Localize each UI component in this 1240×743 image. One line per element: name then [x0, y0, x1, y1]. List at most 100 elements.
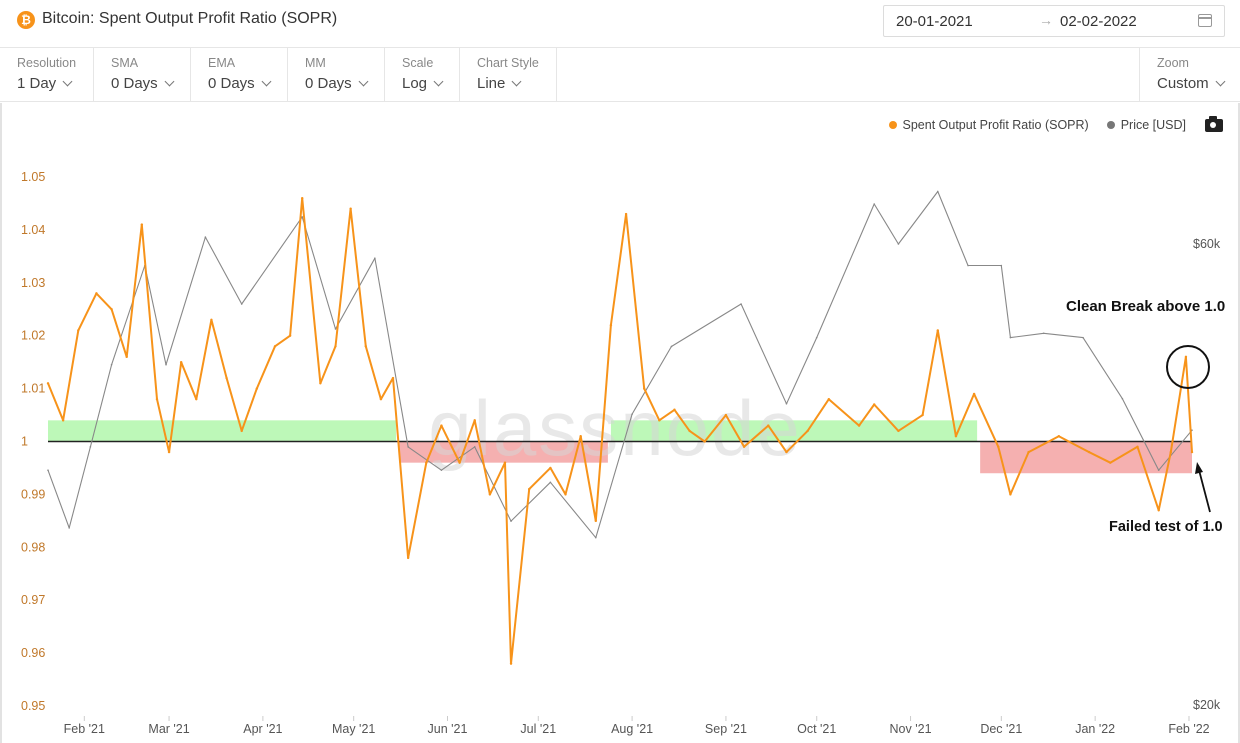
sopr-point — [1027, 450, 1030, 454]
zone-red-3 — [980, 441, 1192, 474]
y-tick-label: 0.95 — [21, 699, 45, 713]
sopr-point — [273, 345, 277, 348]
price-point — [374, 257, 376, 260]
annotation-layer — [1166, 345, 1211, 513]
price-point — [631, 413, 633, 415]
sopr-point — [406, 556, 410, 560]
price-point — [1009, 336, 1012, 339]
date-range-picker[interactable]: 20-01-2021 → 02-02-2022 — [883, 5, 1225, 37]
price-point — [165, 363, 167, 366]
sopr-point — [473, 419, 476, 422]
price-line — [47, 190, 1193, 539]
sopr-point — [425, 461, 428, 464]
chart-style-label: Chart Style — [477, 56, 539, 70]
sopr-point — [1009, 493, 1012, 496]
price-point — [897, 243, 900, 245]
sopr-point — [873, 403, 876, 406]
sma-value[interactable]: 0 Days — [111, 75, 175, 92]
price-point — [967, 264, 969, 267]
sopr-point — [579, 435, 582, 438]
ema-value[interactable]: 0 Days — [208, 75, 272, 92]
x-tick-label: Oct '21 — [797, 722, 836, 736]
sopr-point — [319, 382, 322, 385]
sopr-point — [155, 397, 159, 401]
sma-value-text: 0 Days — [111, 75, 158, 92]
price-point — [1000, 264, 1003, 267]
sopr-point — [125, 355, 128, 359]
zoom-value[interactable]: Custom — [1157, 75, 1226, 92]
sopr-point — [658, 419, 661, 422]
annotation-arrow — [1198, 469, 1211, 513]
sopr-point — [1190, 450, 1194, 454]
x-tick-label: Jun '21 — [428, 722, 468, 736]
resolution-value[interactable]: 1 Day — [17, 75, 73, 92]
price-point — [549, 481, 552, 484]
zoom-label: Zoom — [1157, 56, 1189, 70]
arrow-right-icon: → — [1039, 12, 1053, 28]
price-point — [240, 303, 243, 305]
sopr-line — [47, 197, 1193, 665]
sopr-point — [806, 429, 809, 433]
sopr-point — [528, 487, 531, 491]
sopr-point — [288, 334, 292, 337]
y-tick-label: 1.04 — [21, 223, 45, 237]
sopr-point — [703, 440, 706, 443]
sopr-point — [549, 466, 552, 470]
price-point — [334, 328, 337, 330]
camera-icon[interactable] — [1205, 116, 1223, 132]
chevron-down-icon — [433, 76, 444, 87]
price-point — [47, 469, 49, 471]
resolution-dropdown[interactable]: Resolution 1 Day — [0, 48, 94, 101]
price-point — [407, 446, 409, 448]
price-point — [1121, 397, 1124, 400]
ema-dropdown[interactable]: EMA 0 Days — [191, 48, 288, 101]
legend-item-sopr[interactable]: Spent Output Profit Ratio (SOPR) — [888, 118, 1089, 132]
sopr-point — [509, 662, 513, 665]
mm-value[interactable]: 0 Days — [305, 75, 369, 92]
sopr-point — [225, 376, 228, 380]
scale-dropdown[interactable]: Scale Log — [385, 48, 460, 101]
sopr-point — [857, 424, 861, 427]
zone-green-2 — [610, 420, 978, 442]
sma-dropdown[interactable]: SMA 0 Days — [94, 48, 191, 101]
sopr-point — [77, 329, 80, 332]
y-tick-label: 0.97 — [21, 593, 45, 607]
y-tick-label: 0.96 — [21, 646, 45, 660]
sopr-point — [349, 207, 352, 210]
price-point — [110, 363, 113, 366]
sopr-point — [301, 196, 304, 200]
sopr-point — [379, 397, 383, 401]
sopr-point — [643, 387, 646, 390]
chart-style-value-text: Line — [477, 75, 506, 92]
chevron-down-icon — [1215, 76, 1226, 87]
legend-label-price: Price [USD] — [1120, 118, 1186, 132]
price-point — [740, 303, 742, 305]
x-tick-label: Sep '21 — [705, 722, 747, 736]
annotation-failed-test: Failed test of 1.0 — [1109, 519, 1223, 535]
right-axis: $60k $20k — [1193, 237, 1221, 712]
chart-style-dropdown[interactable]: Chart Style Line — [460, 48, 557, 101]
sopr-point — [503, 461, 507, 464]
scale-value[interactable]: Log — [402, 75, 444, 92]
resolution-label: Resolution — [17, 56, 77, 70]
price-point — [89, 446, 92, 448]
price-point — [204, 236, 207, 238]
sopr-point — [688, 429, 691, 433]
zoom-dropdown[interactable]: Zoom Custom — [1139, 48, 1240, 101]
sopr-point — [179, 360, 183, 364]
legend-item-price[interactable]: Price [USD] — [1106, 118, 1186, 132]
calendar-icon[interactable] — [1198, 14, 1212, 27]
date-from-field[interactable]: 20-01-2021 — [896, 13, 973, 30]
mm-dropdown[interactable]: MM 0 Days — [288, 48, 385, 101]
chart-style-value[interactable]: Line — [477, 75, 522, 92]
y-tick-label: 1.05 — [21, 170, 45, 184]
sopr-point — [1057, 435, 1061, 438]
x-tick-label: Feb '21 — [64, 722, 105, 736]
x-tick-label: Jul '21 — [520, 722, 556, 736]
price-point — [510, 520, 512, 522]
scale-label: Scale — [402, 56, 434, 70]
price-point — [473, 446, 476, 448]
sopr-point — [334, 345, 337, 348]
chevron-down-icon — [511, 76, 522, 87]
date-to-field[interactable]: 02-02-2022 — [1060, 13, 1137, 30]
